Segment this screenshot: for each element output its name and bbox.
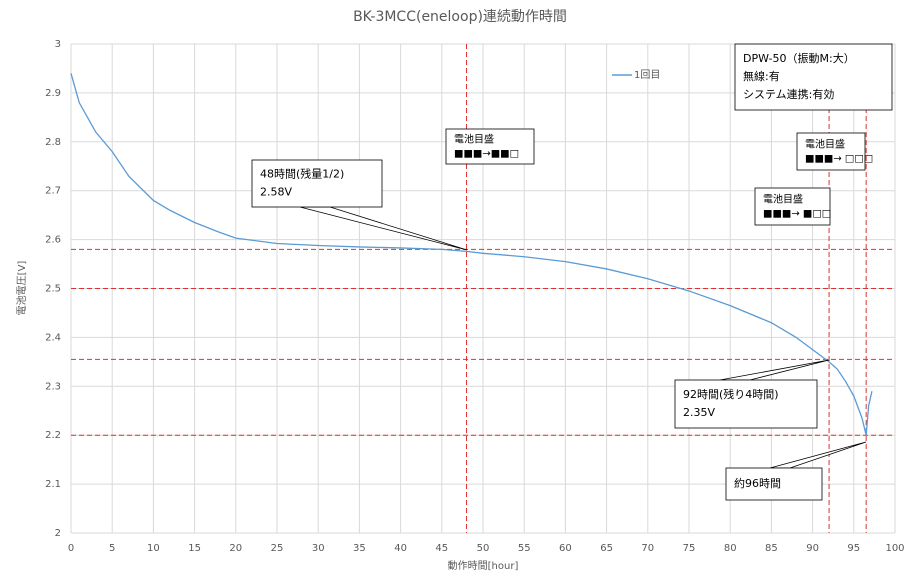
callout-text: 2.58V (260, 186, 292, 199)
x-tick-label: 100 (885, 543, 904, 554)
chart-title: BK-3MCC(eneloop)連続動作時間 (353, 8, 567, 25)
callout-box (725, 467, 823, 501)
x-tick-label: 60 (559, 543, 572, 554)
x-tick-label: 45 (435, 543, 448, 554)
legend-label: 1回目 (634, 69, 660, 81)
data-line (70, 73, 873, 436)
callout-text: 48時間(残量1/2) (260, 167, 344, 181)
callout-text: 無線:有 (743, 69, 780, 83)
y-tick-label: 2.7 (45, 186, 61, 197)
callout-text: 電池目盛 (805, 138, 845, 151)
x-tick-label: 40 (394, 543, 407, 554)
y-axis-label: 電池電圧[V] (15, 261, 28, 316)
callout-text: 92時間(残り4時間) (683, 387, 779, 401)
y-tick-label: 2.3 (45, 381, 61, 392)
y-tick-label: 2.8 (45, 137, 61, 148)
callout-text: 電池目盛 (454, 133, 494, 146)
callout-box (796, 132, 866, 171)
x-tick-label: 70 (641, 543, 654, 554)
callout-text: 2.35V (683, 406, 715, 419)
y-tick-label: 2.9 (45, 88, 61, 99)
x-tick-label: 85 (765, 543, 778, 554)
callout-box (754, 187, 831, 226)
x-tick-label: 90 (806, 543, 819, 554)
x-tick-label: 65 (600, 543, 613, 554)
y-tick-label: 2.6 (45, 235, 61, 246)
callout-box (251, 159, 383, 208)
callout-text: DPW-50（振動M:大） (743, 51, 855, 65)
x-tick-label: 5 (109, 543, 115, 554)
x-tick-label: 20 (229, 543, 242, 554)
callout-text: 電池目盛 (763, 193, 803, 206)
x-tick-label: 35 (353, 543, 366, 554)
y-tick-label: 2 (55, 528, 61, 539)
x-tick-label: 15 (188, 543, 201, 554)
y-tick-label: 2.5 (45, 284, 61, 295)
x-tick-label: 75 (683, 543, 696, 554)
callout-box (674, 379, 818, 429)
callout-text: 約96時間 (734, 476, 781, 490)
x-tick-label: 30 (312, 543, 325, 554)
x-tick-label: 0 (68, 543, 74, 554)
x-tick-label: 95 (847, 543, 860, 554)
callout-text: ■■■→ □□□ (805, 154, 873, 165)
callout-text: ■■■→ ■□□ (763, 209, 831, 220)
callout-text: システム連携:有効 (743, 87, 834, 101)
x-tick-label: 55 (518, 543, 531, 554)
callout-box (734, 43, 893, 111)
callout-box (445, 128, 535, 165)
y-tick-label: 2.2 (45, 430, 61, 441)
y-tick-label: 3 (55, 39, 61, 50)
x-tick-label: 50 (477, 543, 490, 554)
y-tick-label: 2.1 (45, 479, 61, 490)
x-tick-label: 10 (147, 543, 160, 554)
callout-text: ■■■→■■□ (454, 149, 519, 160)
x-tick-label: 25 (271, 543, 284, 554)
x-axis-label: 動作時間[hour] (448, 559, 519, 572)
y-tick-label: 2.4 (45, 332, 61, 343)
x-tick-label: 80 (724, 543, 737, 554)
